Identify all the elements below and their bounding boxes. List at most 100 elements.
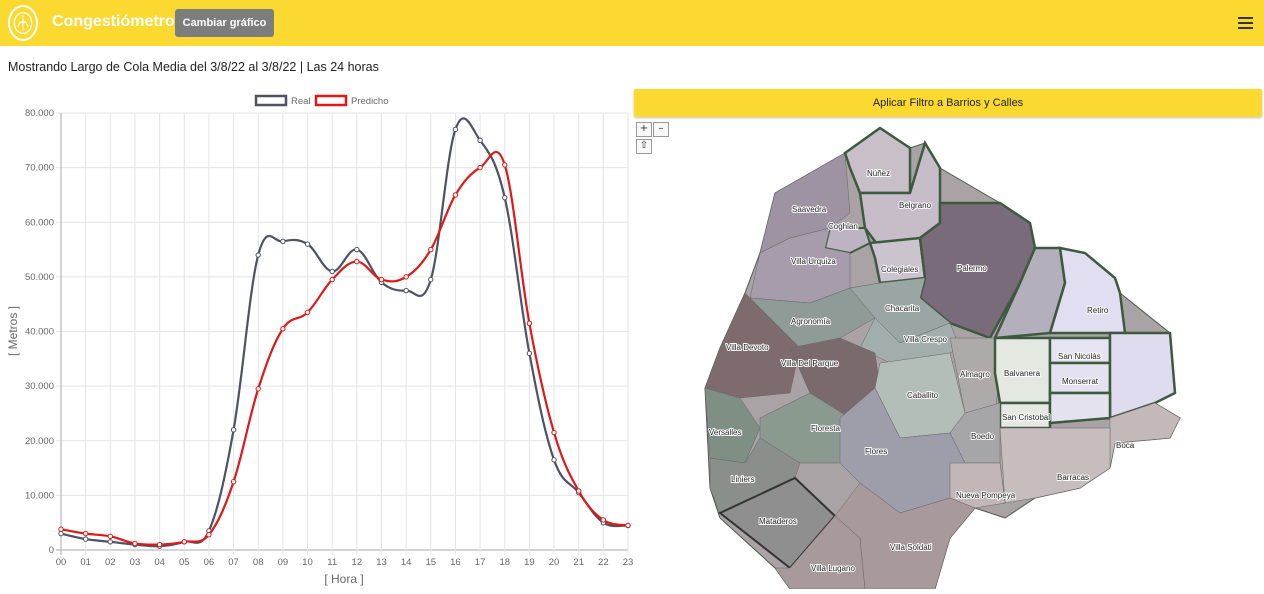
data-point[interactable] [452,192,459,198]
label-retiro: Retiro [1087,306,1109,315]
label-colegiales: Colegiales [881,265,918,274]
data-point[interactable] [526,350,533,357]
x-tick-label: 12 [352,557,363,568]
data-point[interactable] [230,427,237,433]
data-point[interactable] [403,274,409,280]
zoom-in-button[interactable]: + [636,122,652,137]
data-point[interactable] [428,246,434,253]
data-point[interactable] [329,276,335,283]
home-extent-icon[interactable]: ⇧ [636,139,652,154]
data-point[interactable] [304,241,311,247]
data-point[interactable] [304,309,311,316]
legend-swatch[interactable] [314,94,348,107]
data-point[interactable] [575,488,582,494]
change-chart-button[interactable]: Cambiar gráfico [175,9,274,37]
data-point[interactable] [551,457,557,463]
label-villa-urquiza: Villa Urquiza [791,257,836,266]
x-tick-label: 22 [598,557,609,568]
x-axis-label: [ Hora ] [324,572,363,586]
y-tick-label: 50.000 [25,272,54,283]
data-point[interactable] [329,268,335,275]
data-point[interactable] [58,530,64,537]
area-colegiales[interactable] [868,236,927,285]
label-barracas: Barracas [1057,473,1089,482]
data-point[interactable] [502,194,508,201]
x-tick-label: 17 [475,557,486,568]
label-caballito: Caballito [907,391,939,400]
data-point[interactable] [551,429,557,436]
neighborhoods-map[interactable]: Núñez Saavedra Belgrano Coghlan Villa Ur… [700,118,1200,589]
data-point[interactable] [58,526,64,532]
x-tick-label: 10 [302,557,313,568]
data-point[interactable] [502,162,508,168]
legend-swatch[interactable] [254,94,288,107]
x-tick-label: 16 [450,557,461,568]
label-boedo: Boedo [971,432,995,441]
data-point[interactable] [107,539,114,545]
data-point[interactable] [255,386,261,392]
x-tick-label: 01 [80,557,91,568]
label-chacarita: Chacarita [885,304,920,313]
label-versalles: Versalles [709,428,741,437]
date-range-description: Mostrando Largo de Cola Media del 3/8/22… [8,60,379,74]
zoom-out-button[interactable]: – [653,122,669,137]
area-puerto-madero[interactable] [1108,331,1177,420]
data-point[interactable] [378,276,385,283]
label-balvanera: Balvanera [1004,369,1041,378]
brand-title[interactable]: Congestiómetro [52,13,175,30]
y-tick-label: 0 [49,545,54,556]
legend-label[interactable]: Real [291,96,311,107]
x-tick-label: 02 [105,557,116,568]
data-point[interactable] [82,530,89,537]
y-tick-label: 30.000 [25,381,54,392]
data-point[interactable] [255,252,261,258]
hamburger-menu-icon[interactable] [1238,17,1253,29]
data-point[interactable] [452,126,459,133]
data-point[interactable] [403,287,409,294]
label-villa-del-parque: Villa Del Parque [781,359,839,368]
x-tick-label: 06 [204,557,215,568]
data-point[interactable] [526,320,533,327]
y-tick-label: 70.000 [25,163,54,174]
data-point[interactable] [181,539,187,545]
y-tick-label: 20.000 [25,436,54,447]
data-point[interactable] [477,137,483,144]
data-point[interactable] [280,326,286,332]
data-point[interactable] [280,238,286,245]
area-constitucion[interactable] [1048,391,1112,425]
data-point[interactable] [82,536,89,542]
x-tick-label: 14 [401,557,412,568]
y-tick-label: 60.000 [25,217,54,228]
city-logo-icon[interactable] [8,5,38,41]
data-point[interactable] [600,517,607,523]
label-villa-crespo: Villa Crespo [904,335,948,344]
queue-length-chart: 0 10.000 20.000 30.000 40.000 50.000 60.000 70.… [0,88,640,589]
data-point[interactable] [354,258,360,265]
data-point[interactable] [230,479,237,485]
x-tick-label: 13 [376,557,387,568]
label-nunez: Núñez [867,169,890,178]
label-villa-lugano: Villa Lugano [811,564,855,573]
data-point[interactable] [428,276,434,283]
data-point[interactable] [132,540,138,547]
label-floresta: Floresta [811,424,840,433]
x-tick-label: 11 [327,557,337,568]
data-point[interactable] [107,533,114,540]
area-liniers[interactable] [709,437,801,514]
legend-label[interactable]: Predicho [351,96,389,107]
label-liniers: Liniers [731,475,755,484]
area-nueva-pompeya[interactable] [949,462,1006,509]
data-point[interactable] [206,532,212,538]
data-point[interactable] [625,522,631,529]
area-barracas[interactable] [999,427,1111,504]
data-point[interactable] [477,164,483,171]
area-villa-soldati[interactable] [834,482,976,589]
y-tick-label: 40.000 [25,327,54,338]
data-point[interactable] [354,246,360,253]
apply-filter-button[interactable]: Aplicar Filtro a Barrios y Calles [634,89,1262,117]
label-palermo: Palermo [957,264,987,273]
data-point[interactable] [156,541,163,548]
label-mataderos: Mataderos [759,517,797,526]
area-versalles[interactable] [704,387,761,464]
label-monserrat: Monserrat [1062,377,1099,386]
